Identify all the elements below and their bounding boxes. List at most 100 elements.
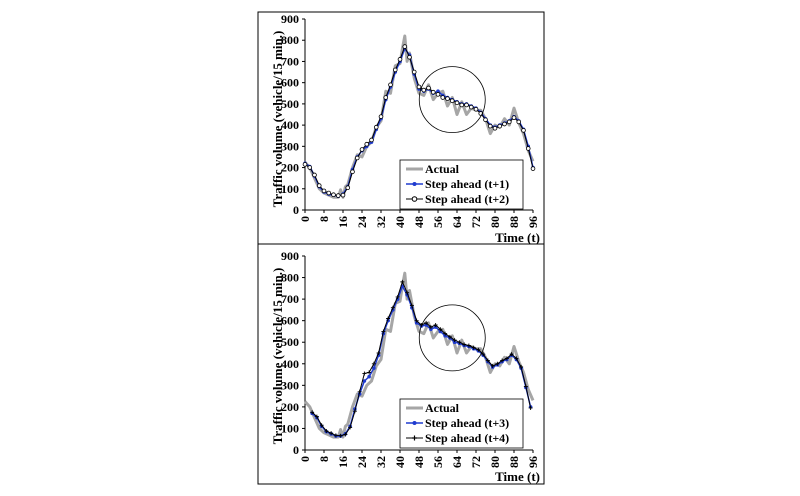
legend-marker xyxy=(412,435,417,441)
x-tick-label: 8 xyxy=(317,456,331,462)
legend-item: Step ahead (t+3) xyxy=(406,416,509,430)
data-point xyxy=(443,331,448,336)
legend-marker xyxy=(412,421,417,425)
data-point xyxy=(435,92,441,97)
y-tick-label: 800 xyxy=(281,33,299,47)
x-tick-label: 72 xyxy=(469,216,483,228)
data-point xyxy=(354,155,360,161)
x-tick-label: 16 xyxy=(336,216,350,228)
data-point xyxy=(506,119,512,125)
legend-label: Step ahead (t+4) xyxy=(425,431,509,445)
y-tick-label: 400 xyxy=(281,118,299,132)
data-point xyxy=(454,100,460,106)
y-tick-label: 100 xyxy=(281,421,299,435)
x-tick-label: 56 xyxy=(431,456,445,468)
data-point xyxy=(436,89,440,93)
y-tick-label: 300 xyxy=(281,139,299,153)
data-point xyxy=(509,352,514,357)
data-point xyxy=(440,95,446,100)
data-point xyxy=(386,316,391,321)
x-tick-label: 32 xyxy=(374,216,388,228)
y-tick-label: 300 xyxy=(281,378,299,392)
y-axis-label: Traffic volume (vehicle/15 min.) xyxy=(270,31,285,208)
legend-label: Step ahead (t+1) xyxy=(425,177,509,191)
data-point xyxy=(476,347,481,352)
y-tick-label: 200 xyxy=(281,400,299,414)
y-tick-label: 0 xyxy=(293,203,299,217)
y-tick-label: 600 xyxy=(281,314,299,328)
data-point xyxy=(324,429,329,434)
data-point xyxy=(504,356,509,361)
data-point xyxy=(516,119,522,125)
data-point xyxy=(490,363,495,368)
x-tick-label: 64 xyxy=(450,216,464,228)
chart-panel-top: Traffic volume (vehicle/15 min.) Time (t… xyxy=(257,11,545,245)
data-point xyxy=(433,322,438,327)
data-point xyxy=(362,379,367,383)
legend-marker xyxy=(411,196,418,202)
data-point xyxy=(443,333,447,338)
legend-label: Step ahead (t+3) xyxy=(425,416,509,430)
data-point xyxy=(523,384,528,389)
data-point xyxy=(528,405,533,410)
legend-item: Actual xyxy=(406,401,460,415)
data-point xyxy=(381,329,386,334)
y-tick-label: 600 xyxy=(281,76,299,90)
data-point xyxy=(466,343,471,348)
data-point xyxy=(462,342,467,347)
y-ticks: 0 100 200 300 400 500 600 700 800 900 xyxy=(281,249,305,457)
data-point xyxy=(497,123,503,129)
x-tick-label: 48 xyxy=(412,456,426,468)
data-point xyxy=(483,117,488,123)
data-point xyxy=(372,366,376,370)
x-axis-label: Time (t) xyxy=(495,469,540,484)
data-point xyxy=(376,351,381,355)
legend-item: Step ahead (t+1) xyxy=(406,177,509,191)
data-point xyxy=(409,303,414,308)
data-point xyxy=(388,82,393,88)
y-ticks: 0 100 200 300 400 500 600 700 800 900 xyxy=(281,12,305,217)
data-point xyxy=(321,188,327,194)
data-point xyxy=(367,370,372,375)
x-tick-label: 64 xyxy=(450,456,464,468)
data-point xyxy=(345,185,351,191)
x-tick-label: 40 xyxy=(393,216,407,228)
legend-item: Step ahead (t+2) xyxy=(406,192,509,206)
data-point xyxy=(316,183,322,188)
data-point xyxy=(373,124,379,130)
y-tick-label: 800 xyxy=(281,271,299,285)
data-point xyxy=(348,425,353,430)
data-point xyxy=(395,294,400,299)
x-tick-label: 0 xyxy=(298,456,312,462)
x-tick-label: 88 xyxy=(507,216,521,228)
data-point xyxy=(383,95,389,100)
data-point xyxy=(397,57,403,62)
y-tick-label: 200 xyxy=(281,161,299,175)
data-point xyxy=(426,85,431,91)
legend-label: Actual xyxy=(425,401,460,415)
y-tick-label: 0 xyxy=(293,443,299,457)
data-point xyxy=(314,414,319,419)
data-point xyxy=(416,84,422,90)
data-point xyxy=(502,121,507,127)
highlight-circle-shape xyxy=(418,66,486,134)
legend-marker xyxy=(412,182,417,186)
data-point xyxy=(302,162,308,167)
data-point xyxy=(390,305,395,310)
legend-label: Actual xyxy=(425,162,460,176)
data-point xyxy=(530,166,536,171)
y-tick-label: 500 xyxy=(281,97,299,111)
x-tick-label: 96 xyxy=(526,456,540,468)
legend-item: Step ahead (t+4) xyxy=(406,431,509,445)
data-point xyxy=(438,327,443,332)
data-point xyxy=(421,87,427,93)
data-point xyxy=(452,340,457,345)
x-axis-label: Time (t) xyxy=(495,230,540,245)
data-point xyxy=(521,128,526,133)
data-point xyxy=(367,374,371,379)
data-point xyxy=(487,123,493,129)
x-tick-label: 80 xyxy=(488,456,502,468)
data-point xyxy=(464,102,469,108)
y-tick-label: 100 xyxy=(281,182,299,196)
